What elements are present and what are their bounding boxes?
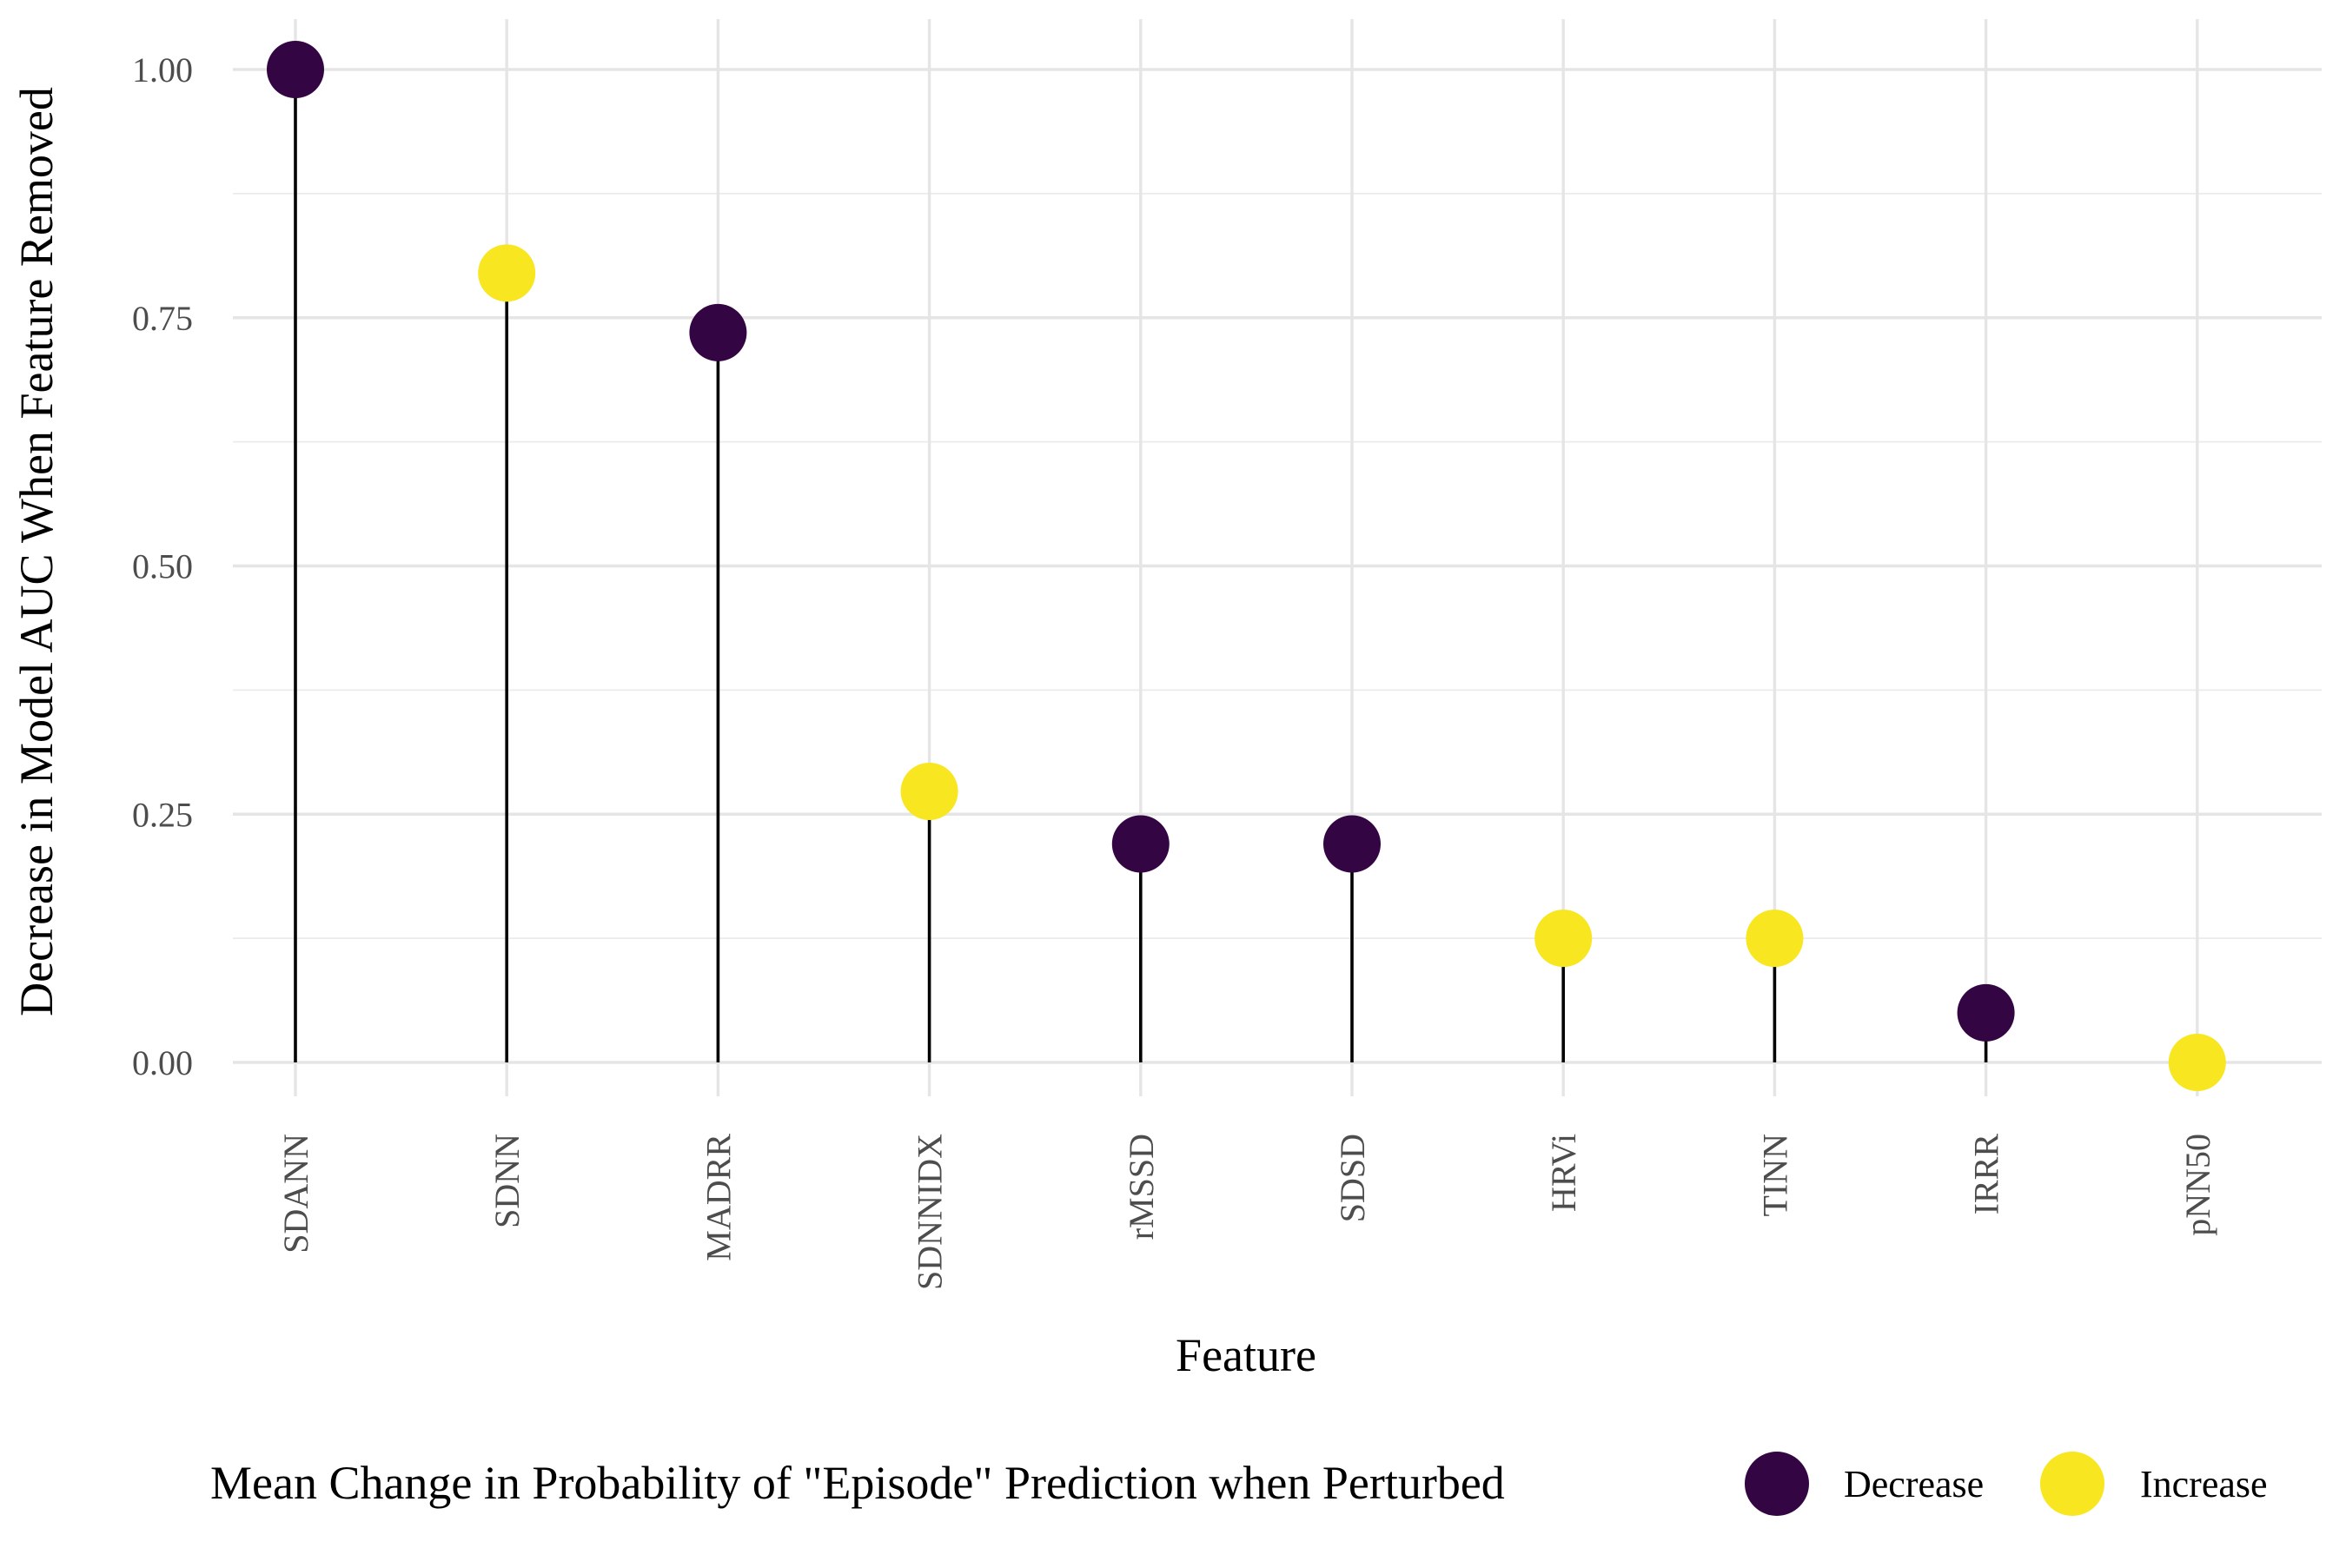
x-tick-label: SDANN bbox=[276, 1134, 315, 1254]
legend-key bbox=[2040, 1452, 2104, 1516]
y-axis-title: Decrease in Model AUC When Feature Remov… bbox=[10, 87, 63, 1016]
lollipop-point bbox=[1957, 983, 2015, 1042]
lollipop-point bbox=[1534, 910, 1593, 968]
lollipop-point bbox=[2168, 1034, 2226, 1091]
legend: Mean Change in Probability of "Episode" … bbox=[210, 1452, 2268, 1516]
legend-title: Mean Change in Probability of "Episode" … bbox=[210, 1457, 1505, 1509]
x-tick-label: HRVi bbox=[1544, 1134, 1583, 1212]
lollipop-point bbox=[689, 303, 747, 361]
x-tick-label: SDNNIDX bbox=[911, 1134, 950, 1290]
x-tick-label: rMSSD bbox=[1122, 1134, 1161, 1240]
legend-key bbox=[1745, 1452, 1809, 1516]
legend-label: Increase bbox=[2140, 1463, 2268, 1505]
stems bbox=[294, 69, 1988, 1062]
lollipop-point bbox=[267, 41, 324, 98]
gridlines bbox=[233, 19, 2322, 1096]
points bbox=[267, 41, 2226, 1091]
legend-label: Decrease bbox=[1844, 1463, 1984, 1505]
x-tick-label: IRRR bbox=[1967, 1134, 2006, 1215]
lollipop-point bbox=[478, 244, 536, 302]
x-tick-label: MADRR bbox=[699, 1134, 738, 1261]
x-tick-label: SDNN bbox=[487, 1134, 527, 1228]
y-tick-label: 0.00 bbox=[132, 1043, 193, 1082]
y-tick-label: 1.00 bbox=[132, 50, 193, 89]
lollipop-point bbox=[1323, 815, 1381, 873]
y-tick-label: 0.50 bbox=[132, 547, 193, 586]
y-tick-label: 0.75 bbox=[132, 299, 193, 338]
x-tick-label: pNN50 bbox=[2178, 1134, 2217, 1236]
legend-entries: Decrease Increase bbox=[1745, 1452, 2268, 1516]
y-tick-label: 0.25 bbox=[132, 795, 193, 834]
y-axis-ticks: 0.00 0.25 0.50 0.75 1.00 bbox=[132, 50, 193, 1082]
x-tick-label: TINN bbox=[1755, 1134, 1794, 1217]
lollipop-point bbox=[900, 762, 958, 820]
lollipop-point bbox=[1746, 910, 1804, 968]
x-axis-ticks: SDANN SDNN MADRR SDNNIDX rMSSD SDSD HRVi TINN IR… bbox=[276, 1134, 2217, 1290]
x-tick-label: SDSD bbox=[1333, 1134, 1372, 1222]
lollipop-point bbox=[1111, 815, 1170, 873]
x-axis-title: Feature bbox=[1176, 1329, 1316, 1381]
